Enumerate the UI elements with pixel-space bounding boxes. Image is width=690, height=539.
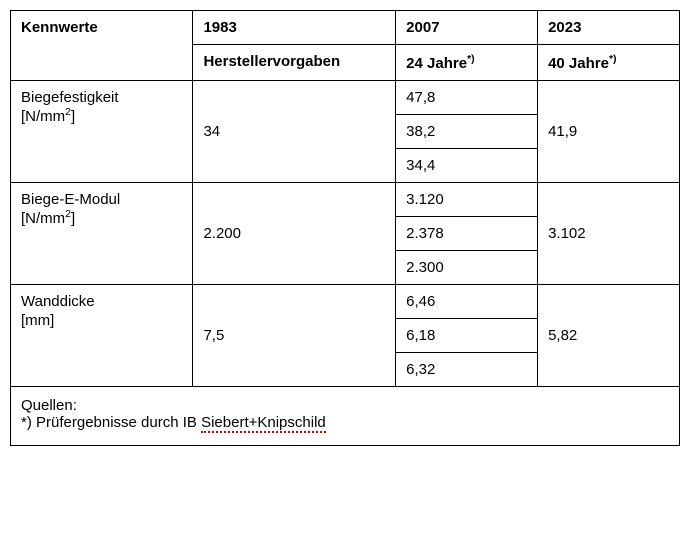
sources-cell: Quellen: *) Prüfergebnisse durch IB Sieb… [11, 387, 680, 446]
val-2023: 3.102 [538, 183, 680, 285]
val-2023: 41,9 [538, 81, 680, 183]
val-2007: 6,46 [396, 285, 538, 319]
val-2007: 6,32 [396, 353, 538, 387]
val-1983: 34 [193, 81, 396, 183]
val-2007: 3.120 [396, 183, 538, 217]
header-2007: 2007 [396, 11, 538, 45]
val-2007: 6,18 [396, 319, 538, 353]
subheader-2007: 24 Jahre*) [396, 45, 538, 81]
param-label: Biege-E-Modul [N/mm2] [11, 183, 193, 285]
spellchecked-word: Siebert+Knipschild [201, 414, 326, 433]
val-1983: 7,5 [193, 285, 396, 387]
footer-row: Quellen: *) Prüfergebnisse durch IB Sieb… [11, 387, 680, 446]
param-label: Biegefestigkeit [N/mm2] [11, 81, 193, 183]
footnote-text: *) Prüfergebnisse durch IB Siebert+Knips… [21, 414, 326, 433]
table-row: Wanddicke [mm] 7,5 6,46 5,82 [11, 285, 680, 319]
data-table: Kennwerte 1983 2007 2023 Herstellervorga… [10, 10, 680, 446]
header-2023: 2023 [538, 11, 680, 45]
header-row-1: Kennwerte 1983 2007 2023 [11, 11, 680, 45]
val-2007: 2.378 [396, 217, 538, 251]
val-2023: 5,82 [538, 285, 680, 387]
subheader-2023: 40 Jahre*) [538, 45, 680, 81]
subheader-1983: Herstellervorgaben [193, 45, 396, 81]
val-2007: 2.300 [396, 251, 538, 285]
header-1983: 1983 [193, 11, 396, 45]
val-2007: 38,2 [396, 115, 538, 149]
val-2007: 47,8 [396, 81, 538, 115]
table-row: Biege-E-Modul [N/mm2] 2.200 3.120 3.102 [11, 183, 680, 217]
header-kennwerte: Kennwerte [11, 11, 193, 81]
param-label: Wanddicke [mm] [11, 285, 193, 387]
val-2007: 34,4 [396, 149, 538, 183]
table-row: Biegefestigkeit [N/mm2] 34 47,8 41,9 [11, 81, 680, 115]
sources-label: Quellen: [21, 397, 77, 414]
val-1983: 2.200 [193, 183, 396, 285]
